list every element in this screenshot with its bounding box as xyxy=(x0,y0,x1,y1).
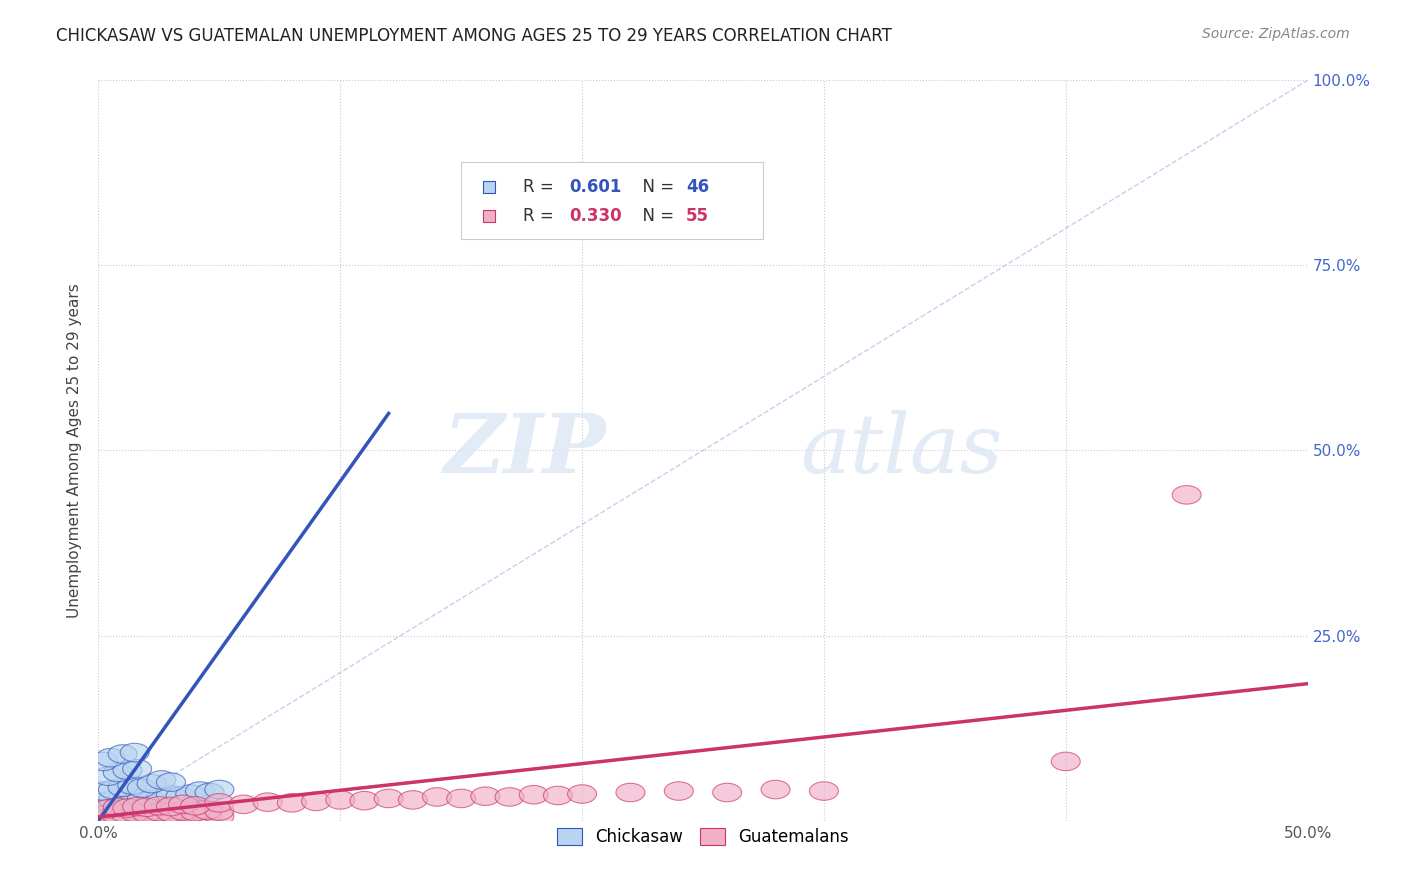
Text: R =: R = xyxy=(523,207,558,225)
Text: atlas: atlas xyxy=(800,410,1002,491)
Text: N =: N = xyxy=(631,207,679,225)
Text: CHICKASAW VS GUATEMALAN UNEMPLOYMENT AMONG AGES 25 TO 29 YEARS CORRELATION CHART: CHICKASAW VS GUATEMALAN UNEMPLOYMENT AMO… xyxy=(56,27,893,45)
Text: ZIP: ZIP xyxy=(444,410,606,491)
Point xyxy=(869,179,891,194)
Legend: Chickasaw, Guatemalans: Chickasaw, Guatemalans xyxy=(550,822,856,853)
Point xyxy=(869,209,891,223)
Y-axis label: Unemployment Among Ages 25 to 29 years: Unemployment Among Ages 25 to 29 years xyxy=(67,283,83,618)
Text: R =: R = xyxy=(523,178,558,195)
FancyBboxPatch shape xyxy=(461,161,763,239)
Text: Source: ZipAtlas.com: Source: ZipAtlas.com xyxy=(1202,27,1350,41)
Text: 0.330: 0.330 xyxy=(569,207,621,225)
Text: 46: 46 xyxy=(686,178,709,195)
Text: 0.601: 0.601 xyxy=(569,178,621,195)
Text: N =: N = xyxy=(631,178,679,195)
Text: 55: 55 xyxy=(686,207,709,225)
